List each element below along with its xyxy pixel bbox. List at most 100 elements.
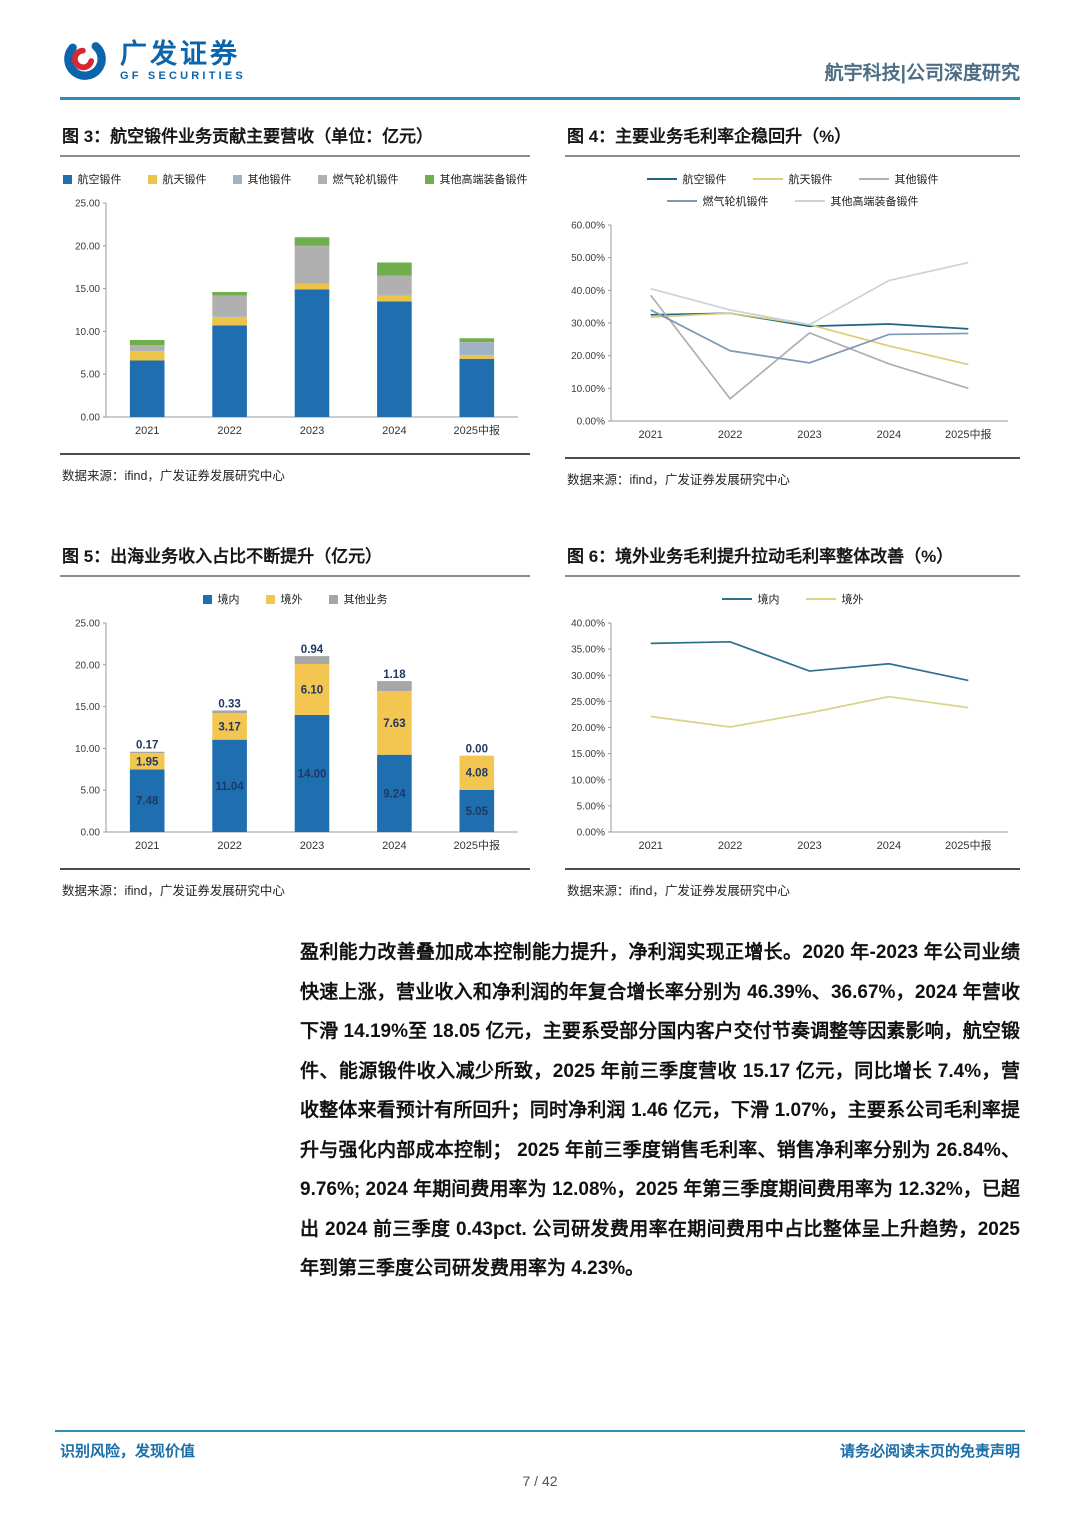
legend-item: 其他高端装备锻件 bbox=[794, 193, 919, 209]
footer-divider bbox=[55, 1430, 1025, 1432]
legend-item: 其他高端装备锻件 bbox=[424, 171, 528, 187]
svg-text:20.00%: 20.00% bbox=[571, 723, 605, 734]
legend-label: 其他锻件 bbox=[247, 174, 292, 186]
legend-item: 航空锻件 bbox=[646, 171, 727, 187]
legend-label: 燃气轮机锻件 bbox=[332, 174, 399, 186]
figures-grid: 图 3：航空锻件业务贡献主要营收（单位：亿元） 航空锻件 航天锻件 其他锻件 燃气轮机… bbox=[60, 120, 1020, 899]
svg-text:30.00%: 30.00% bbox=[571, 319, 605, 330]
svg-text:2024: 2024 bbox=[382, 425, 406, 437]
svg-text:0.00%: 0.00% bbox=[577, 828, 605, 839]
legend-item: 航空锻件 bbox=[62, 171, 122, 187]
legend-item: 境外 bbox=[805, 591, 864, 607]
svg-text:2021: 2021 bbox=[638, 840, 662, 852]
legend-label: 燃气轮机锻件 bbox=[702, 196, 769, 208]
svg-text:20.00%: 20.00% bbox=[571, 351, 605, 362]
legend-label: 境外 bbox=[841, 594, 864, 606]
legend-line-marker bbox=[752, 178, 783, 180]
svg-text:6.10: 6.10 bbox=[301, 684, 323, 696]
legend-label: 境内 bbox=[217, 594, 240, 606]
figure-4-chart: 0.00% 10.00% 20.00% 30.00% 40.00% 50.00% 60.00… bbox=[571, 221, 1008, 441]
svg-text:2024: 2024 bbox=[877, 429, 901, 441]
figure-6: 图 6：境外业务毛利提升拉动毛利率整体改善（%） 境内 境外 0.00% 5.00%… bbox=[565, 540, 1020, 899]
svg-text:2021: 2021 bbox=[135, 425, 159, 437]
svg-text:2025中报: 2025中报 bbox=[945, 838, 991, 852]
page-number: 7 / 42 bbox=[522, 1473, 558, 1489]
figure-3-chart: 0.00 5.00 10.00 15.00 20.00 25.00 2021 2022 2023… bbox=[75, 199, 518, 437]
svg-text:7.48: 7.48 bbox=[136, 796, 159, 808]
figure-3-title-rule bbox=[60, 155, 530, 157]
legend-line-marker bbox=[858, 178, 889, 180]
svg-text:25.00: 25.00 bbox=[75, 199, 100, 210]
legend-line-marker bbox=[721, 598, 752, 600]
svg-text:40.00%: 40.00% bbox=[571, 286, 605, 297]
figure-5-bottom-rule bbox=[60, 868, 530, 870]
figure-5-title: 图 5：出海业务收入占比不断提升（亿元） bbox=[62, 547, 383, 566]
figure-5-legend: 境内 境外 其他业务 bbox=[202, 591, 388, 607]
legend-line-marker bbox=[666, 200, 697, 202]
svg-text:2022: 2022 bbox=[718, 840, 742, 852]
figure-4: 图 4：主要业务毛利率企稳回升（%） 航空锻件 航天锻件 其他锻件 燃气轮机锻件 其他高… bbox=[565, 120, 1020, 488]
body-paragraph: 盈利能力改善叠加成本控制能力提升，净利润实现正增长。2020 年-2023 年公… bbox=[300, 933, 1020, 1289]
legend-label: 境内 bbox=[757, 594, 780, 606]
figure-6-source: 数据来源：ifind，广发证券发展研究中心 bbox=[567, 884, 790, 898]
figure-5-title-rule bbox=[60, 575, 530, 577]
brand-text: 广发证券 GF SECURITIES bbox=[120, 40, 246, 83]
svg-text:10.00: 10.00 bbox=[75, 744, 100, 755]
svg-text:0.00%: 0.00% bbox=[577, 417, 605, 428]
svg-text:25.00: 25.00 bbox=[75, 619, 100, 630]
figure-5: 图 5：出海业务收入占比不断提升（亿元） 境内 境外 其他业务 0.00 5.00 10… bbox=[60, 540, 530, 899]
figure-4-source: 数据来源：ifind，广发证券发展研究中心 bbox=[567, 473, 790, 487]
header-divider bbox=[60, 97, 1020, 100]
svg-text:2021: 2021 bbox=[135, 840, 159, 852]
svg-text:11.04: 11.04 bbox=[216, 781, 245, 793]
svg-text:1.18: 1.18 bbox=[383, 669, 406, 681]
svg-text:30.00%: 30.00% bbox=[571, 671, 605, 682]
svg-text:25.00%: 25.00% bbox=[571, 697, 605, 708]
svg-text:20.00: 20.00 bbox=[75, 241, 100, 252]
svg-text:20.00: 20.00 bbox=[75, 660, 100, 671]
legend-label: 其他高端装备锻件 bbox=[439, 174, 528, 186]
figure-6-legend: 境内 境外 bbox=[721, 591, 864, 607]
legend-square-marker bbox=[232, 174, 242, 184]
figure-6-title-rule bbox=[565, 575, 1020, 577]
svg-text:2021: 2021 bbox=[638, 429, 662, 441]
legend-item: 境内 bbox=[202, 591, 240, 607]
figure-5-chart: 0.00 5.00 10.00 15.00 20.00 25.00 2021 2022 2023… bbox=[75, 619, 518, 852]
figure-3-bottom-rule bbox=[60, 453, 530, 455]
page-header: 广发证券 GF SECURITIES 航宇科技|公司深度研究 bbox=[0, 0, 1080, 97]
svg-text:15.00%: 15.00% bbox=[571, 749, 605, 760]
legend-label: 航空锻件 bbox=[77, 174, 122, 186]
svg-text:15.00: 15.00 bbox=[75, 702, 100, 713]
svg-text:5.05: 5.05 bbox=[466, 806, 489, 818]
legend-label: 航空锻件 bbox=[682, 174, 727, 186]
legend-line-marker bbox=[805, 598, 836, 600]
legend-square-marker bbox=[424, 174, 434, 184]
footer-row: 识别风险，发现价值 请务必阅读末页的免责声明 bbox=[0, 1432, 1080, 1461]
svg-text:10.00: 10.00 bbox=[75, 327, 100, 338]
brand-name-cn: 广发证券 bbox=[120, 39, 240, 70]
brand-block: 广发证券 GF SECURITIES bbox=[60, 34, 246, 89]
figure-4-legend: 航空锻件 航天锻件 其他锻件 燃气轮机锻件 其他高端装备锻件 bbox=[613, 171, 973, 209]
svg-text:3.17: 3.17 bbox=[218, 721, 240, 733]
legend-square-marker bbox=[317, 174, 327, 184]
svg-text:2022: 2022 bbox=[718, 429, 742, 441]
legend-item: 燃气轮机锻件 bbox=[666, 193, 769, 209]
svg-text:1.95: 1.95 bbox=[136, 756, 159, 768]
svg-text:4.08: 4.08 bbox=[466, 768, 489, 780]
legend-line-marker bbox=[794, 200, 825, 202]
figure-6-chart: 0.00% 5.00% 10.00% 15.00% 20.00% 25.00% 30.00%… bbox=[571, 619, 1008, 852]
svg-text:2022: 2022 bbox=[217, 840, 241, 852]
figure-3: 图 3：航空锻件业务贡献主要营收（单位：亿元） 航空锻件 航天锻件 其他锻件 燃气轮机… bbox=[60, 120, 530, 488]
legend-item: 航天锻件 bbox=[752, 171, 833, 187]
svg-text:5.00: 5.00 bbox=[81, 370, 101, 381]
svg-text:10.00%: 10.00% bbox=[571, 775, 605, 786]
page-footer: 识别风险，发现价值 请务必阅读末页的免责声明 7 / 42 bbox=[0, 1430, 1080, 1527]
figure-5-source: 数据来源：ifind，广发证券发展研究中心 bbox=[62, 884, 285, 898]
paragraph-lead: 盈利能力改善叠加成本控制能力提升，净利润实现正增长。 bbox=[300, 942, 803, 963]
legend-item: 燃气轮机锻件 bbox=[317, 171, 399, 187]
footer-slogan: 识别风险，发现价值 bbox=[60, 1443, 196, 1460]
svg-text:5.00%: 5.00% bbox=[577, 801, 605, 812]
svg-text:15.00: 15.00 bbox=[75, 284, 100, 295]
legend-item: 航天锻件 bbox=[147, 171, 207, 187]
